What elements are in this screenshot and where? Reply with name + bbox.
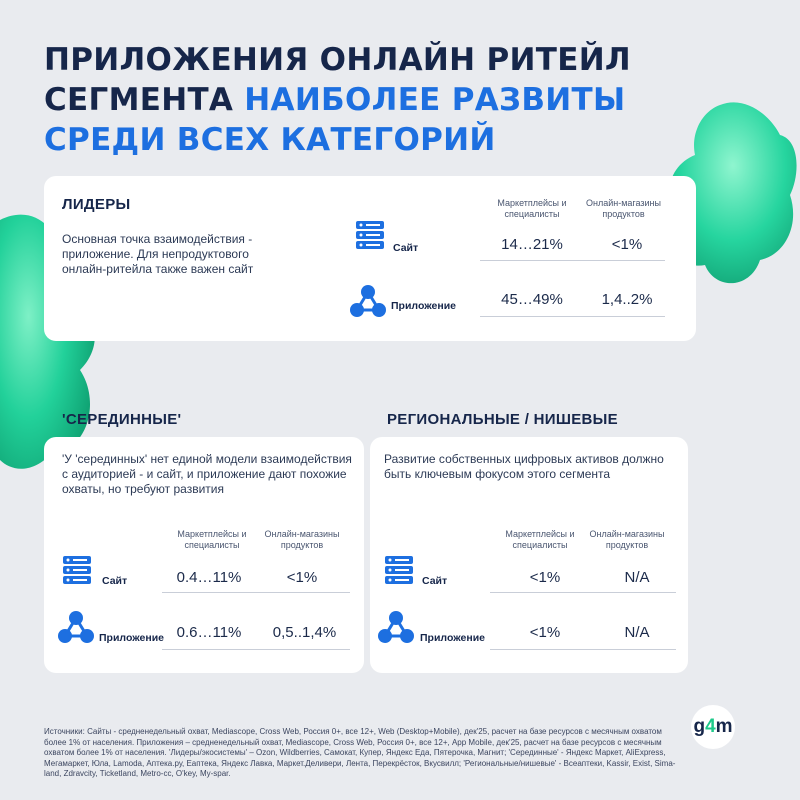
regional-col-marketplaces: Маркетплейсы и специалисты [505,529,575,550]
leaders-card: ЛИДЕРЫ Основная точка взаимодействия - п… [44,176,696,341]
app-network-icon [350,285,386,317]
app-network-icon [58,611,94,643]
regional-row-divider-1 [490,592,676,593]
leaders-row-app-label: Приложение [391,300,457,312]
middle-site-marketplaces-value: 0.4…11% [176,569,242,586]
regional-app-grocery-value: N/A [624,624,650,641]
leaders-description: Основная точка взаимодействия - приложен… [62,232,254,276]
leaders-app-grocery-value: 1,4..2% [601,291,653,308]
leaders-site-grocery-value: <1% [611,236,643,253]
leaders-site-marketplaces-value: 14…21% [501,236,563,253]
leaders-row-divider-1 [480,260,665,261]
logo-digit-4: 4 [705,716,716,737]
regional-site-grocery-value: N/A [624,569,650,586]
middle-row-app-label: Приложение [99,632,165,644]
middle-col-grocery: Онлайн-магазины продуктов [264,529,340,550]
leaders-col-marketplaces: Маркетплейсы и специалисты [497,198,567,219]
regional-row-site-label: Сайт [422,575,448,587]
regional-site-marketplaces-value: <1% [529,569,561,586]
sources-footnote: Источники: Сайты - средненедельный охват… [44,727,676,778]
server-icon [356,221,384,249]
middle-description: 'У 'серединных' нет единой модели взаимо… [62,452,352,496]
middle-app-grocery-value: 0,5..1,4% [272,624,337,641]
server-icon [385,556,413,584]
middle-site-grocery-value: <1% [286,569,318,586]
regional-col-grocery: Онлайн-магазины продуктов [589,529,665,550]
regional-row-app-label: Приложение [420,632,486,644]
middle-card: 'У 'серединных' нет единой модели взаимо… [44,437,364,673]
middle-heading: 'СЕРЕДИННЫЕ' [62,411,182,428]
middle-row-divider-1 [162,592,350,593]
middle-app-marketplaces-value: 0.6…11% [176,624,242,641]
middle-row-divider-2 [162,649,350,650]
logo-letter-m: m [715,716,733,737]
regional-card: Развитие собственных цифровых активов до… [370,437,688,673]
regional-app-marketplaces-value: <1% [529,624,561,641]
regional-heading: РЕГИОНАЛЬНЫЕ / НИШЕВЫЕ [387,411,618,428]
title-blue-part: НАИБОЛЕЕ РАЗВИТЫ СРЕДИ ВСЕХ КАТЕГОРИЙ [44,82,626,158]
leaders-col-grocery: Онлайн-магазины продуктов [586,198,661,219]
middle-row-site-label: Сайт [102,575,128,587]
server-icon [63,556,91,584]
green-blob-right [669,102,797,284]
regional-description: Развитие собственных цифровых активов до… [384,452,664,481]
leaders-heading: ЛИДЕРЫ [62,196,131,213]
app-network-icon [378,611,414,643]
regional-row-divider-2 [490,649,676,650]
leaders-app-marketplaces-value: 45…49% [501,291,563,308]
leaders-row-divider-2 [480,316,665,317]
logo-letter-g: g [693,716,706,737]
title-dark-part: ПРИЛОЖЕНИЯ ОНЛАЙН РИТЕЙЛ СЕГМЕНТА [44,42,631,118]
leaders-row-site-label: Сайт [393,242,419,254]
page-title: ПРИЛОЖЕНИЯ ОНЛАЙН РИТЕЙЛ СЕГМЕНТА НАИБОЛ… [44,40,744,160]
middle-col-marketplaces: Маркетплейсы и специалисты [177,529,247,550]
green-blob-left [0,214,95,469]
